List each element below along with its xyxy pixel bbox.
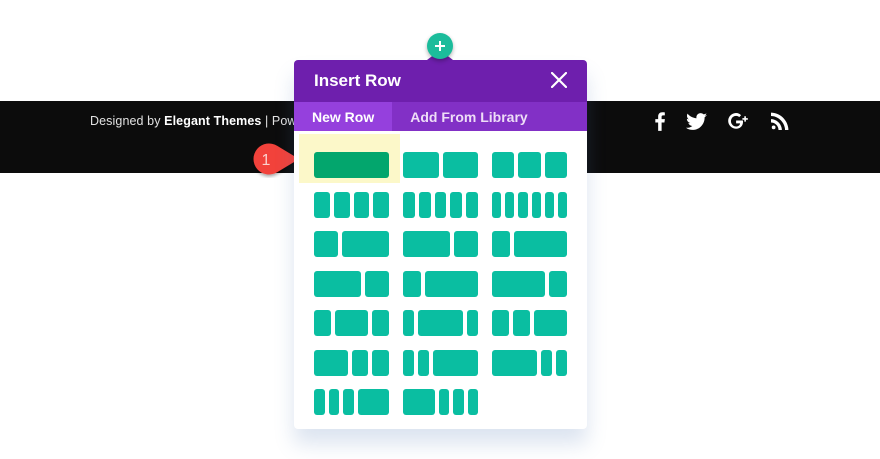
svg-text:1: 1 bbox=[262, 152, 271, 169]
